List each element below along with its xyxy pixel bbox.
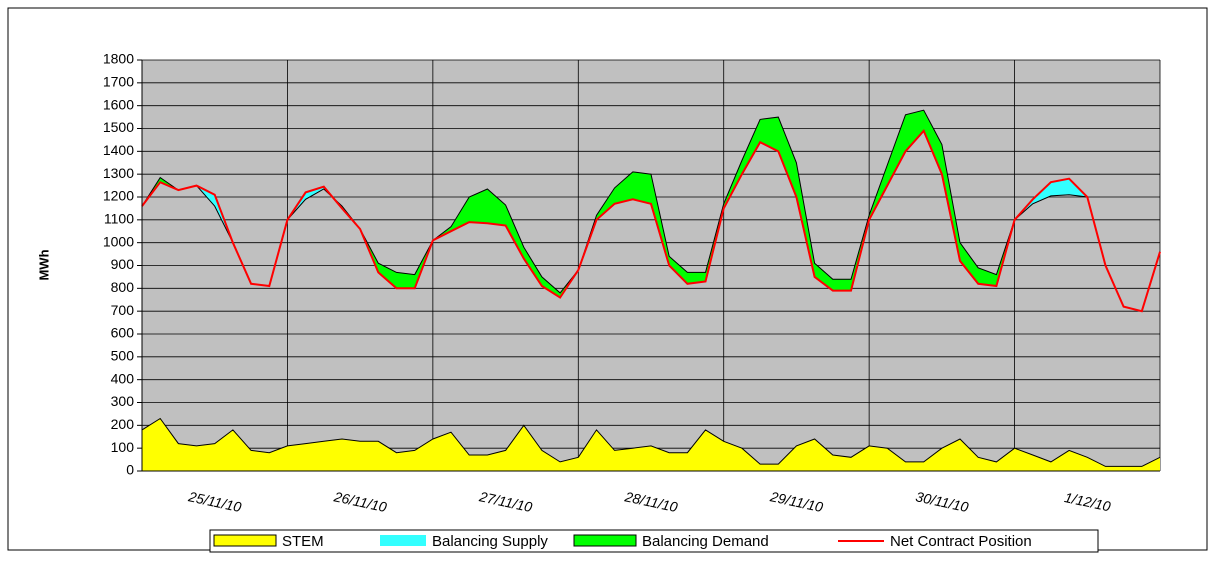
y-tick-label: 300: [111, 393, 135, 409]
legend: [209, 529, 1099, 553]
stem-outline: [141, 417, 1161, 467]
y-tick-label: 0: [126, 462, 134, 478]
y-tick-label: 1400: [103, 142, 134, 158]
legend-label: STEM: [282, 533, 324, 550]
y-tick-label: 500: [111, 348, 135, 364]
y-tick-label: 400: [111, 370, 135, 386]
y-tick-label: 1700: [103, 74, 134, 90]
y-tick-label: 1600: [103, 96, 134, 112]
legend-label: Balancing Demand: [642, 533, 769, 550]
y-tick-label: 1300: [103, 165, 134, 181]
legend-label: Net Contract Position: [890, 533, 1032, 550]
y-tick-label: 700: [111, 302, 135, 318]
legend-label: Balancing Supply: [432, 533, 548, 550]
stem-area: [142, 418, 1160, 471]
demand-outline: [141, 109, 1161, 312]
y-tick-label: 1800: [103, 51, 134, 67]
y-tick-label: 200: [111, 416, 135, 432]
y-tick-label: 800: [111, 279, 135, 295]
legend-swatch: [573, 534, 637, 547]
legend-swatch: [213, 534, 277, 547]
legend-swatch: [380, 535, 426, 546]
net-contract-line: [141, 128, 1161, 313]
y-tick-label: 1100: [104, 211, 134, 227]
y-tick-label: 1000: [103, 233, 134, 249]
y-tick-label: 1500: [103, 119, 134, 135]
y-tick-label: 900: [111, 256, 135, 272]
y-tick-label: 1200: [103, 188, 134, 204]
y-tick-label: 600: [111, 325, 135, 341]
y-axis-label: MWh: [36, 249, 51, 280]
y-tick-label: 100: [111, 439, 135, 455]
